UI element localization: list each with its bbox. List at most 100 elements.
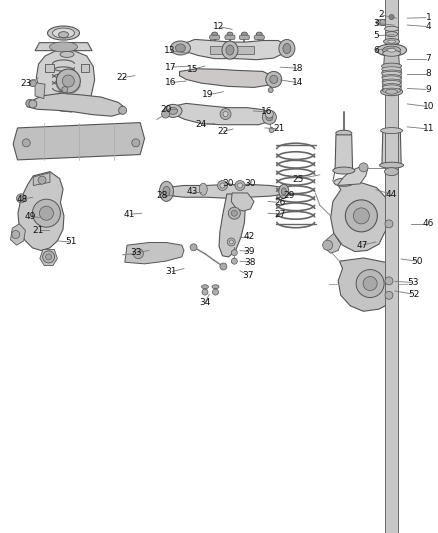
Polygon shape	[254, 35, 265, 39]
Text: 51: 51	[65, 238, 77, 246]
Circle shape	[62, 86, 68, 93]
Ellipse shape	[159, 181, 173, 201]
Text: 16: 16	[261, 108, 272, 116]
Circle shape	[237, 183, 243, 188]
Polygon shape	[36, 51, 95, 112]
Polygon shape	[385, 0, 398, 533]
Polygon shape	[35, 83, 45, 99]
Text: 13: 13	[164, 46, 176, 55]
Circle shape	[218, 181, 227, 190]
Circle shape	[220, 109, 231, 119]
Ellipse shape	[212, 32, 218, 36]
Ellipse shape	[169, 107, 177, 115]
Ellipse shape	[382, 76, 401, 81]
Polygon shape	[337, 166, 368, 185]
Ellipse shape	[382, 50, 401, 56]
Circle shape	[356, 270, 384, 297]
Text: 29: 29	[283, 191, 295, 199]
Ellipse shape	[381, 127, 403, 134]
Text: 52: 52	[408, 290, 419, 298]
Ellipse shape	[53, 28, 74, 38]
Circle shape	[231, 258, 237, 264]
Circle shape	[26, 99, 34, 108]
Text: 21: 21	[274, 125, 285, 133]
Polygon shape	[45, 64, 54, 72]
Ellipse shape	[388, 40, 396, 43]
Text: 9: 9	[425, 85, 431, 94]
Polygon shape	[324, 233, 341, 253]
Polygon shape	[338, 258, 398, 311]
Polygon shape	[382, 69, 401, 72]
Text: 3: 3	[373, 19, 379, 28]
Ellipse shape	[377, 44, 406, 56]
Circle shape	[385, 277, 393, 285]
Text: 8: 8	[425, 69, 431, 78]
Ellipse shape	[199, 183, 207, 195]
Text: 6: 6	[373, 46, 379, 54]
Circle shape	[353, 208, 369, 224]
Text: 49: 49	[24, 212, 35, 221]
Circle shape	[266, 114, 273, 121]
Ellipse shape	[227, 238, 235, 246]
Text: 34: 34	[199, 298, 211, 307]
Circle shape	[22, 139, 30, 147]
Text: 37: 37	[242, 271, 254, 279]
Ellipse shape	[382, 79, 401, 84]
Ellipse shape	[229, 240, 233, 244]
Circle shape	[220, 263, 227, 270]
Ellipse shape	[382, 46, 401, 54]
Ellipse shape	[59, 31, 68, 38]
Text: 25: 25	[292, 175, 304, 183]
Circle shape	[132, 139, 140, 147]
Text: 53: 53	[408, 278, 419, 287]
Text: 33: 33	[130, 248, 141, 257]
Text: 20: 20	[160, 105, 171, 114]
Circle shape	[29, 100, 37, 108]
Text: 18: 18	[292, 64, 304, 72]
Text: 1: 1	[425, 13, 431, 22]
Ellipse shape	[176, 44, 185, 52]
Text: 27: 27	[275, 210, 286, 219]
Text: 28: 28	[156, 191, 168, 199]
Polygon shape	[239, 35, 250, 39]
Ellipse shape	[382, 75, 401, 79]
Circle shape	[359, 163, 368, 172]
Polygon shape	[382, 87, 401, 91]
Circle shape	[57, 69, 80, 93]
Ellipse shape	[47, 26, 80, 40]
Circle shape	[385, 220, 393, 228]
Text: 30: 30	[222, 179, 233, 188]
Polygon shape	[225, 35, 235, 39]
Ellipse shape	[384, 38, 399, 45]
Circle shape	[223, 111, 228, 117]
Ellipse shape	[381, 63, 402, 69]
Ellipse shape	[279, 184, 289, 198]
Ellipse shape	[228, 207, 240, 219]
Text: 26: 26	[275, 198, 286, 207]
Ellipse shape	[334, 178, 354, 187]
Polygon shape	[219, 194, 245, 257]
Circle shape	[385, 291, 393, 300]
Ellipse shape	[201, 285, 208, 289]
Ellipse shape	[381, 67, 402, 72]
Polygon shape	[40, 249, 57, 265]
Polygon shape	[382, 131, 401, 165]
Text: 23: 23	[21, 79, 32, 87]
Circle shape	[32, 199, 60, 227]
Ellipse shape	[241, 32, 247, 36]
Text: 31: 31	[165, 268, 177, 276]
Circle shape	[262, 110, 276, 124]
Text: 22: 22	[116, 74, 127, 82]
Circle shape	[190, 244, 197, 251]
Ellipse shape	[388, 48, 396, 52]
Text: 22: 22	[217, 127, 228, 136]
Polygon shape	[231, 193, 254, 211]
Text: 15: 15	[187, 65, 198, 74]
Circle shape	[119, 106, 127, 115]
Circle shape	[29, 79, 36, 87]
Circle shape	[363, 277, 377, 290]
Polygon shape	[27, 93, 125, 116]
Text: 10: 10	[423, 102, 434, 111]
Ellipse shape	[60, 51, 74, 58]
Ellipse shape	[333, 167, 355, 174]
